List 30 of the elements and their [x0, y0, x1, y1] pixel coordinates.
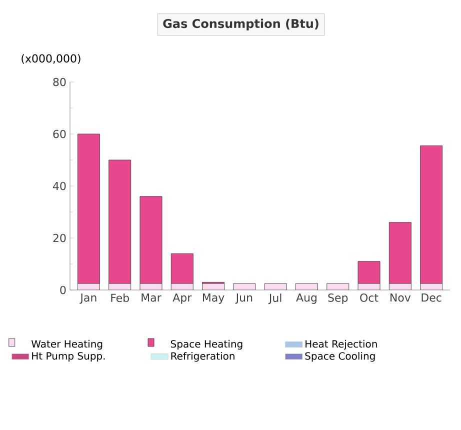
chart-title: Gas Consumption (Btu): [163, 18, 318, 30]
x-tick-label: Nov: [390, 294, 411, 302]
x-tick-label: Jun: [235, 294, 252, 304]
legend-label: Refrigeration: [171, 352, 234, 362]
legend-label: Water Heating: [31, 340, 102, 350]
legend-label: Space Heating: [170, 340, 242, 350]
bar: [326, 283, 350, 290]
legend-label: Heat Rejection: [306, 340, 377, 350]
x-tick-label: Sep: [328, 294, 348, 304]
x-tick-label: Feb: [111, 294, 129, 302]
y-tick-label: 80: [53, 78, 66, 86]
x-tick-label: Jan: [80, 294, 96, 304]
x-tick-label: Aug: [296, 294, 316, 304]
bar: [233, 283, 256, 290]
x-tick-label: Mar: [142, 294, 162, 302]
legend-label: Ht Pump Supp.: [32, 352, 105, 362]
y-tick-label: 60: [53, 130, 66, 138]
x-tick-label: Oct: [360, 294, 378, 302]
bar: [202, 283, 225, 290]
y-axis-title: (x000,000): [22, 54, 80, 64]
bar: [295, 283, 318, 290]
x-tick-label: Apr: [172, 294, 192, 304]
y-tick-label: 20: [53, 234, 66, 242]
x-tick-label: Jul: [268, 294, 282, 304]
y-tick-label: 40: [53, 182, 66, 190]
legend-label: Space Cooling: [305, 352, 375, 362]
x-tick-label: Dec: [422, 294, 442, 302]
x-tick-label: May: [202, 294, 224, 304]
bar: [264, 283, 287, 290]
y-tick-label: 0: [60, 286, 66, 294]
